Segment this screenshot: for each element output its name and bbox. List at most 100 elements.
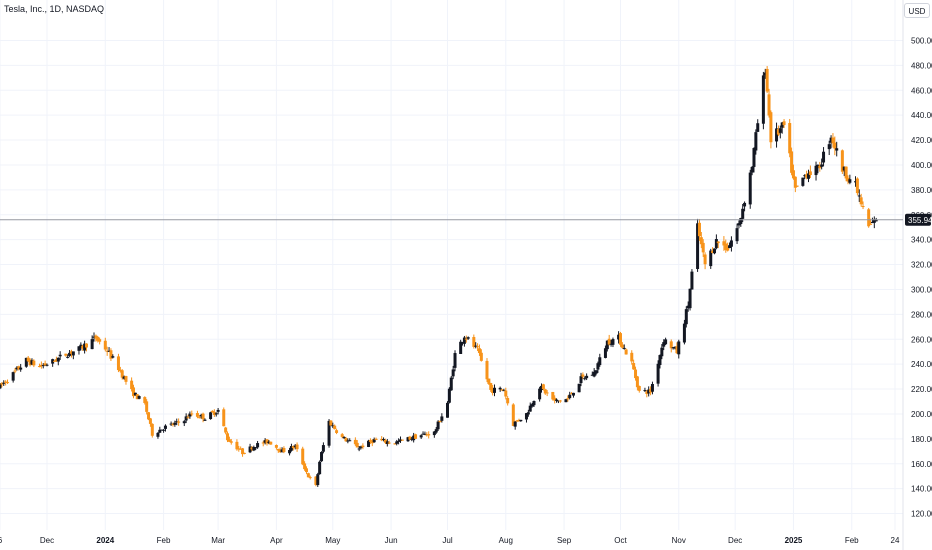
candle xyxy=(506,396,510,406)
candle xyxy=(195,410,199,419)
candle xyxy=(528,402,532,412)
candle xyxy=(320,451,324,462)
candle xyxy=(581,372,585,380)
candle xyxy=(269,441,273,445)
candle xyxy=(410,436,414,442)
candle xyxy=(827,140,831,156)
candle xyxy=(801,177,805,187)
candle xyxy=(594,370,598,376)
candle xyxy=(791,164,795,180)
candle xyxy=(105,346,109,356)
candle xyxy=(346,438,350,444)
candle xyxy=(511,403,515,427)
candle xyxy=(776,125,780,137)
candle xyxy=(673,346,677,350)
candle xyxy=(722,236,726,251)
candle xyxy=(316,472,320,487)
candle xyxy=(51,358,55,367)
candle xyxy=(524,412,528,423)
candle xyxy=(212,409,216,417)
candle xyxy=(348,438,352,442)
candle xyxy=(555,398,559,403)
candle xyxy=(81,344,85,352)
candle xyxy=(857,189,861,202)
candle xyxy=(658,354,662,369)
candle xyxy=(729,236,733,252)
candle xyxy=(607,334,611,346)
time-tick-label: Dec xyxy=(728,536,742,545)
candle xyxy=(368,438,372,444)
candle xyxy=(329,420,333,426)
candle xyxy=(318,460,322,475)
candle xyxy=(609,339,613,347)
candle xyxy=(434,427,438,434)
time-tick-label: May xyxy=(325,536,340,545)
candle xyxy=(395,439,399,446)
candle xyxy=(446,401,449,418)
candle xyxy=(68,350,72,357)
candle xyxy=(696,218,700,272)
candle xyxy=(466,336,470,340)
price-tick-label: 460.00 xyxy=(911,86,932,95)
candle xyxy=(276,448,280,453)
candle xyxy=(137,395,141,400)
candle xyxy=(598,353,602,367)
candle xyxy=(169,421,173,426)
candle xyxy=(577,383,581,393)
candle xyxy=(160,429,164,431)
candle xyxy=(2,380,6,386)
candle xyxy=(265,439,269,446)
time-tick-label: Dec xyxy=(40,536,54,545)
candle xyxy=(795,185,799,188)
candle xyxy=(301,446,305,466)
candle xyxy=(822,147,826,167)
candle xyxy=(188,411,192,419)
candle xyxy=(660,344,664,360)
candle xyxy=(605,340,609,352)
time-axis[interactable]: 6 Dec 2024 Feb Mar Apr May Jun Jul Aug Sep Oct Nov De… xyxy=(0,536,900,545)
candle xyxy=(122,375,126,380)
price-axis[interactable]: 120.00 140.00 160.00 180.00 200.00 220.00 240.… xyxy=(911,36,932,518)
candle xyxy=(532,400,536,407)
time-tick-label: Aug xyxy=(499,536,513,545)
currency-button[interactable]: USD xyxy=(904,3,930,18)
candle xyxy=(173,420,177,427)
candle xyxy=(476,343,480,352)
candle xyxy=(829,135,833,149)
candle xyxy=(538,386,542,402)
candle xyxy=(711,247,715,254)
price-tick-label: 200.00 xyxy=(911,410,932,419)
candle xyxy=(754,129,758,155)
candle xyxy=(90,335,94,350)
candle xyxy=(421,431,425,435)
candle xyxy=(39,361,43,369)
candle xyxy=(56,357,60,366)
candle xyxy=(370,439,374,447)
candle xyxy=(566,395,570,402)
candle xyxy=(551,391,555,401)
candle xyxy=(622,344,626,350)
candle xyxy=(709,248,713,269)
candle xyxy=(498,386,502,392)
candle xyxy=(150,423,154,438)
candle xyxy=(570,391,574,395)
last-price-label: 355.94 xyxy=(905,213,932,226)
candle xyxy=(831,133,835,148)
candle xyxy=(425,432,429,437)
candle xyxy=(464,335,468,343)
candle xyxy=(4,380,8,386)
candle xyxy=(540,383,544,393)
price-tick-label: 340.00 xyxy=(911,236,932,245)
time-tick-label: Feb xyxy=(845,536,859,545)
candle xyxy=(372,437,376,443)
candle xyxy=(790,147,794,176)
candle xyxy=(656,360,660,387)
candle xyxy=(282,446,286,454)
candle xyxy=(13,368,17,374)
candle xyxy=(79,342,83,351)
candle xyxy=(867,207,871,228)
candle xyxy=(163,424,167,432)
candle xyxy=(596,361,600,373)
candle xyxy=(855,177,859,196)
